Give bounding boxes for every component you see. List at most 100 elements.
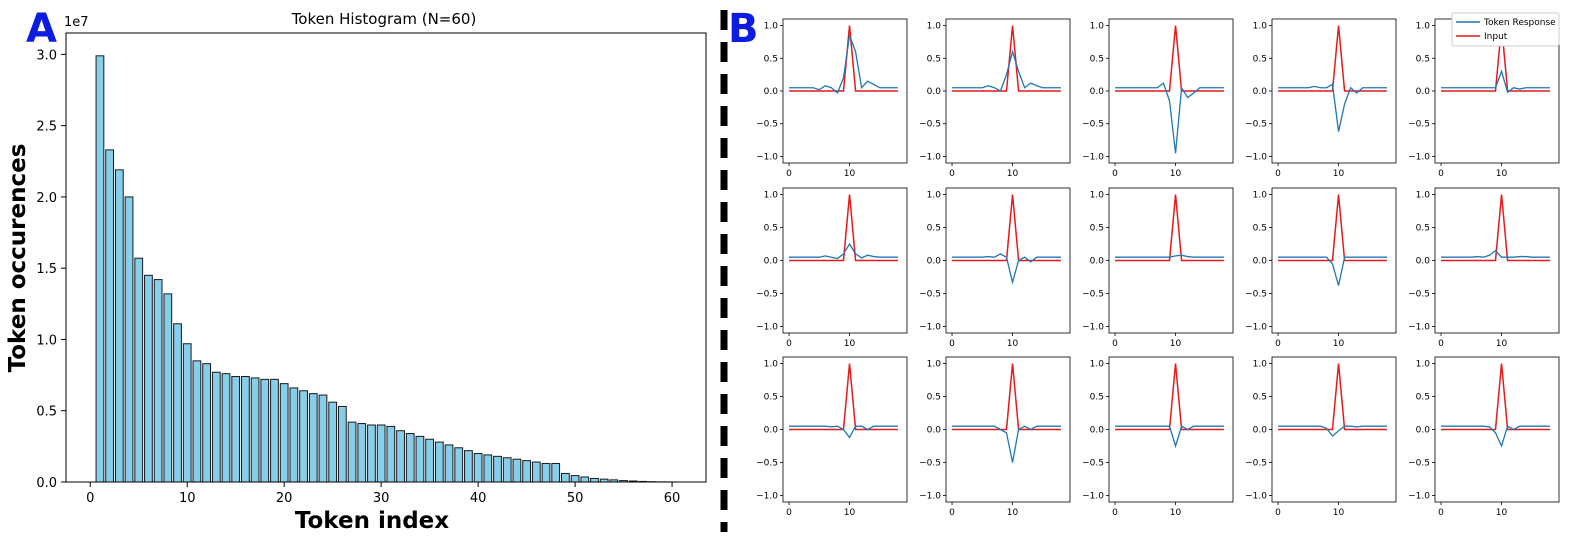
subplot-y-tick-label: −0.5 (1082, 120, 1104, 130)
subplot-y-tick-label: 0.5 (1090, 54, 1104, 64)
input-line (1278, 363, 1387, 431)
subplot-y-tick-label: −0.5 (919, 458, 941, 468)
subplot-x-tick-label: 0 (949, 508, 955, 518)
subplot-y-tick-label: −1.0 (756, 491, 778, 501)
subplot-y-tick-label: −0.5 (919, 120, 941, 130)
x-axis-title: Token index (295, 508, 449, 534)
subplot-y-tick-label: 0.5 (764, 54, 778, 64)
subplot-y-tick-label: −0.5 (1408, 120, 1430, 130)
histogram-title: Token Histogram (N=60) (291, 10, 477, 28)
subplot-y-tick-label: −0.5 (756, 120, 778, 130)
token-response-line (789, 425, 898, 439)
subplot-y-tick-label: −0.5 (1082, 289, 1104, 299)
y-axis-title: Token occurences (5, 144, 31, 373)
subplot-y-tick-label: −0.5 (1082, 458, 1104, 468)
subplot: 1.0 0.5 0.0 −0.5 −1.0 0 10 (1082, 187, 1234, 349)
histogram-bar (590, 477, 599, 483)
token-response-line (952, 49, 1061, 92)
subplot-y-tick-label: −1.0 (1082, 322, 1104, 332)
subplot-y-tick-label: 0.0 (1090, 87, 1105, 97)
histogram-bar (270, 378, 279, 483)
subplot-y-tick-label: −1.0 (1408, 152, 1430, 162)
token-response-line (1278, 425, 1387, 438)
subplot-y-tick-label: −0.5 (1245, 458, 1267, 468)
histogram-bar (502, 457, 512, 483)
subplot-x-tick-label: 10 (1333, 508, 1345, 518)
histogram-bar (337, 405, 347, 483)
histogram-bar (493, 455, 502, 483)
subplot-x-tick-label: 10 (1170, 339, 1182, 349)
x-tick-label: 20 (276, 491, 293, 506)
subplot-x-tick-label: 10 (844, 169, 856, 179)
histogram-bar (454, 447, 464, 483)
subplot-y-tick-label: 1.0 (1253, 360, 1268, 370)
y-tick-label: 2.5 (36, 120, 57, 135)
token-response-line (1115, 254, 1224, 258)
subplot-y-tick-label: −1.0 (1245, 491, 1267, 501)
input-line (1441, 25, 1550, 92)
histogram-bar (308, 393, 318, 483)
subplot-y-tick-label: 0.0 (1416, 257, 1431, 267)
subplot: 1.0 0.5 0.0 −0.5 −1.0 0 10 (1082, 18, 1234, 179)
subplot-y-tick-label: 1.0 (927, 191, 942, 201)
subplot-y-tick-label: −0.5 (919, 289, 941, 299)
subplot-y-tick-label: 0.0 (927, 426, 942, 436)
histogram-bar (347, 421, 357, 483)
subplot: 1.0 0.5 0.0 −0.5 −1.0 0 10 (919, 187, 1071, 349)
subplot-y-tick-label: −1.0 (1082, 152, 1104, 162)
x-tick-label: 10 (179, 491, 196, 506)
subplot-y-tick-label: 1.0 (1253, 191, 1268, 201)
subplot-y-tick-label: −0.5 (756, 458, 778, 468)
subplot-x-tick-label: 0 (1438, 339, 1444, 349)
histogram-bar (318, 394, 328, 483)
histogram-bar (551, 462, 561, 483)
subplot-y-tick-label: 0.5 (1253, 224, 1267, 234)
token-response-line (1441, 425, 1550, 448)
subplot: 1.0 0.5 0.0 −0.5 −1.0 0 10 (1245, 187, 1397, 349)
histogram-bar (192, 360, 202, 483)
subplot: 1.0 0.5 0.0 −0.5 −1.0 0 10 (1408, 187, 1560, 349)
subplot: 1.0 0.5 0.0 −0.5 −1.0 0 10 (1082, 356, 1234, 518)
histogram-bar (328, 401, 338, 483)
input-line (1441, 363, 1550, 431)
subplot-x-tick-label: 10 (1333, 169, 1345, 179)
x-tick-label: 0 (86, 491, 94, 506)
histogram-bar (580, 476, 590, 483)
subplot-x-tick-label: 10 (1170, 169, 1182, 179)
subplot-x-tick-label: 0 (1438, 169, 1444, 179)
histogram-bar (241, 376, 250, 483)
histogram-bar (405, 433, 415, 483)
histogram-bar (173, 323, 182, 483)
subplot-x-tick-label: 10 (1007, 508, 1019, 518)
histogram-bar (114, 169, 124, 483)
y-tick-label: 0.5 (36, 405, 57, 420)
histogram-bar (425, 438, 435, 483)
subplot-y-tick-label: 0.5 (764, 393, 778, 403)
y-multiplier-label: 1e7 (64, 15, 89, 30)
subplot-y-tick-label: 0.5 (1253, 54, 1267, 64)
input-line (1115, 363, 1224, 431)
subplot-x-tick-label: 0 (1112, 169, 1118, 179)
x-tick-label: 30 (373, 491, 390, 506)
histogram-bar (95, 55, 105, 483)
subplot-y-tick-label: 0.0 (1090, 426, 1105, 436)
x-tick-label: 50 (567, 491, 584, 506)
subplot-y-tick-label: 0.0 (764, 257, 779, 267)
y-tick-label: 0.0 (36, 476, 57, 491)
y-tick-label: 1.0 (36, 333, 57, 348)
subplot-y-tick-label: 1.0 (764, 191, 779, 201)
token-response-line (1278, 83, 1387, 132)
subplot-y-tick-label: 0.5 (764, 224, 778, 234)
subplot-y-tick-label: −1.0 (1408, 322, 1430, 332)
subplot-x-tick-label: 10 (1007, 169, 1019, 179)
subplot-y-tick-label: 1.0 (927, 22, 942, 32)
subplot-x-tick-label: 0 (1275, 508, 1281, 518)
legend-label-response: Token Response (1483, 18, 1556, 28)
subplot-y-tick-label: 1.0 (1416, 22, 1431, 32)
subplot-y-tick-label: 1.0 (1253, 22, 1268, 32)
subplot-x-tick-label: 0 (1275, 169, 1281, 179)
subplot-y-tick-label: 0.5 (927, 54, 941, 64)
x-tick-label: 40 (470, 491, 487, 506)
subplot-y-tick-label: 1.0 (764, 360, 779, 370)
subplot: 1.0 0.5 0.0 −0.5 −1.0 0 10 (756, 18, 908, 179)
